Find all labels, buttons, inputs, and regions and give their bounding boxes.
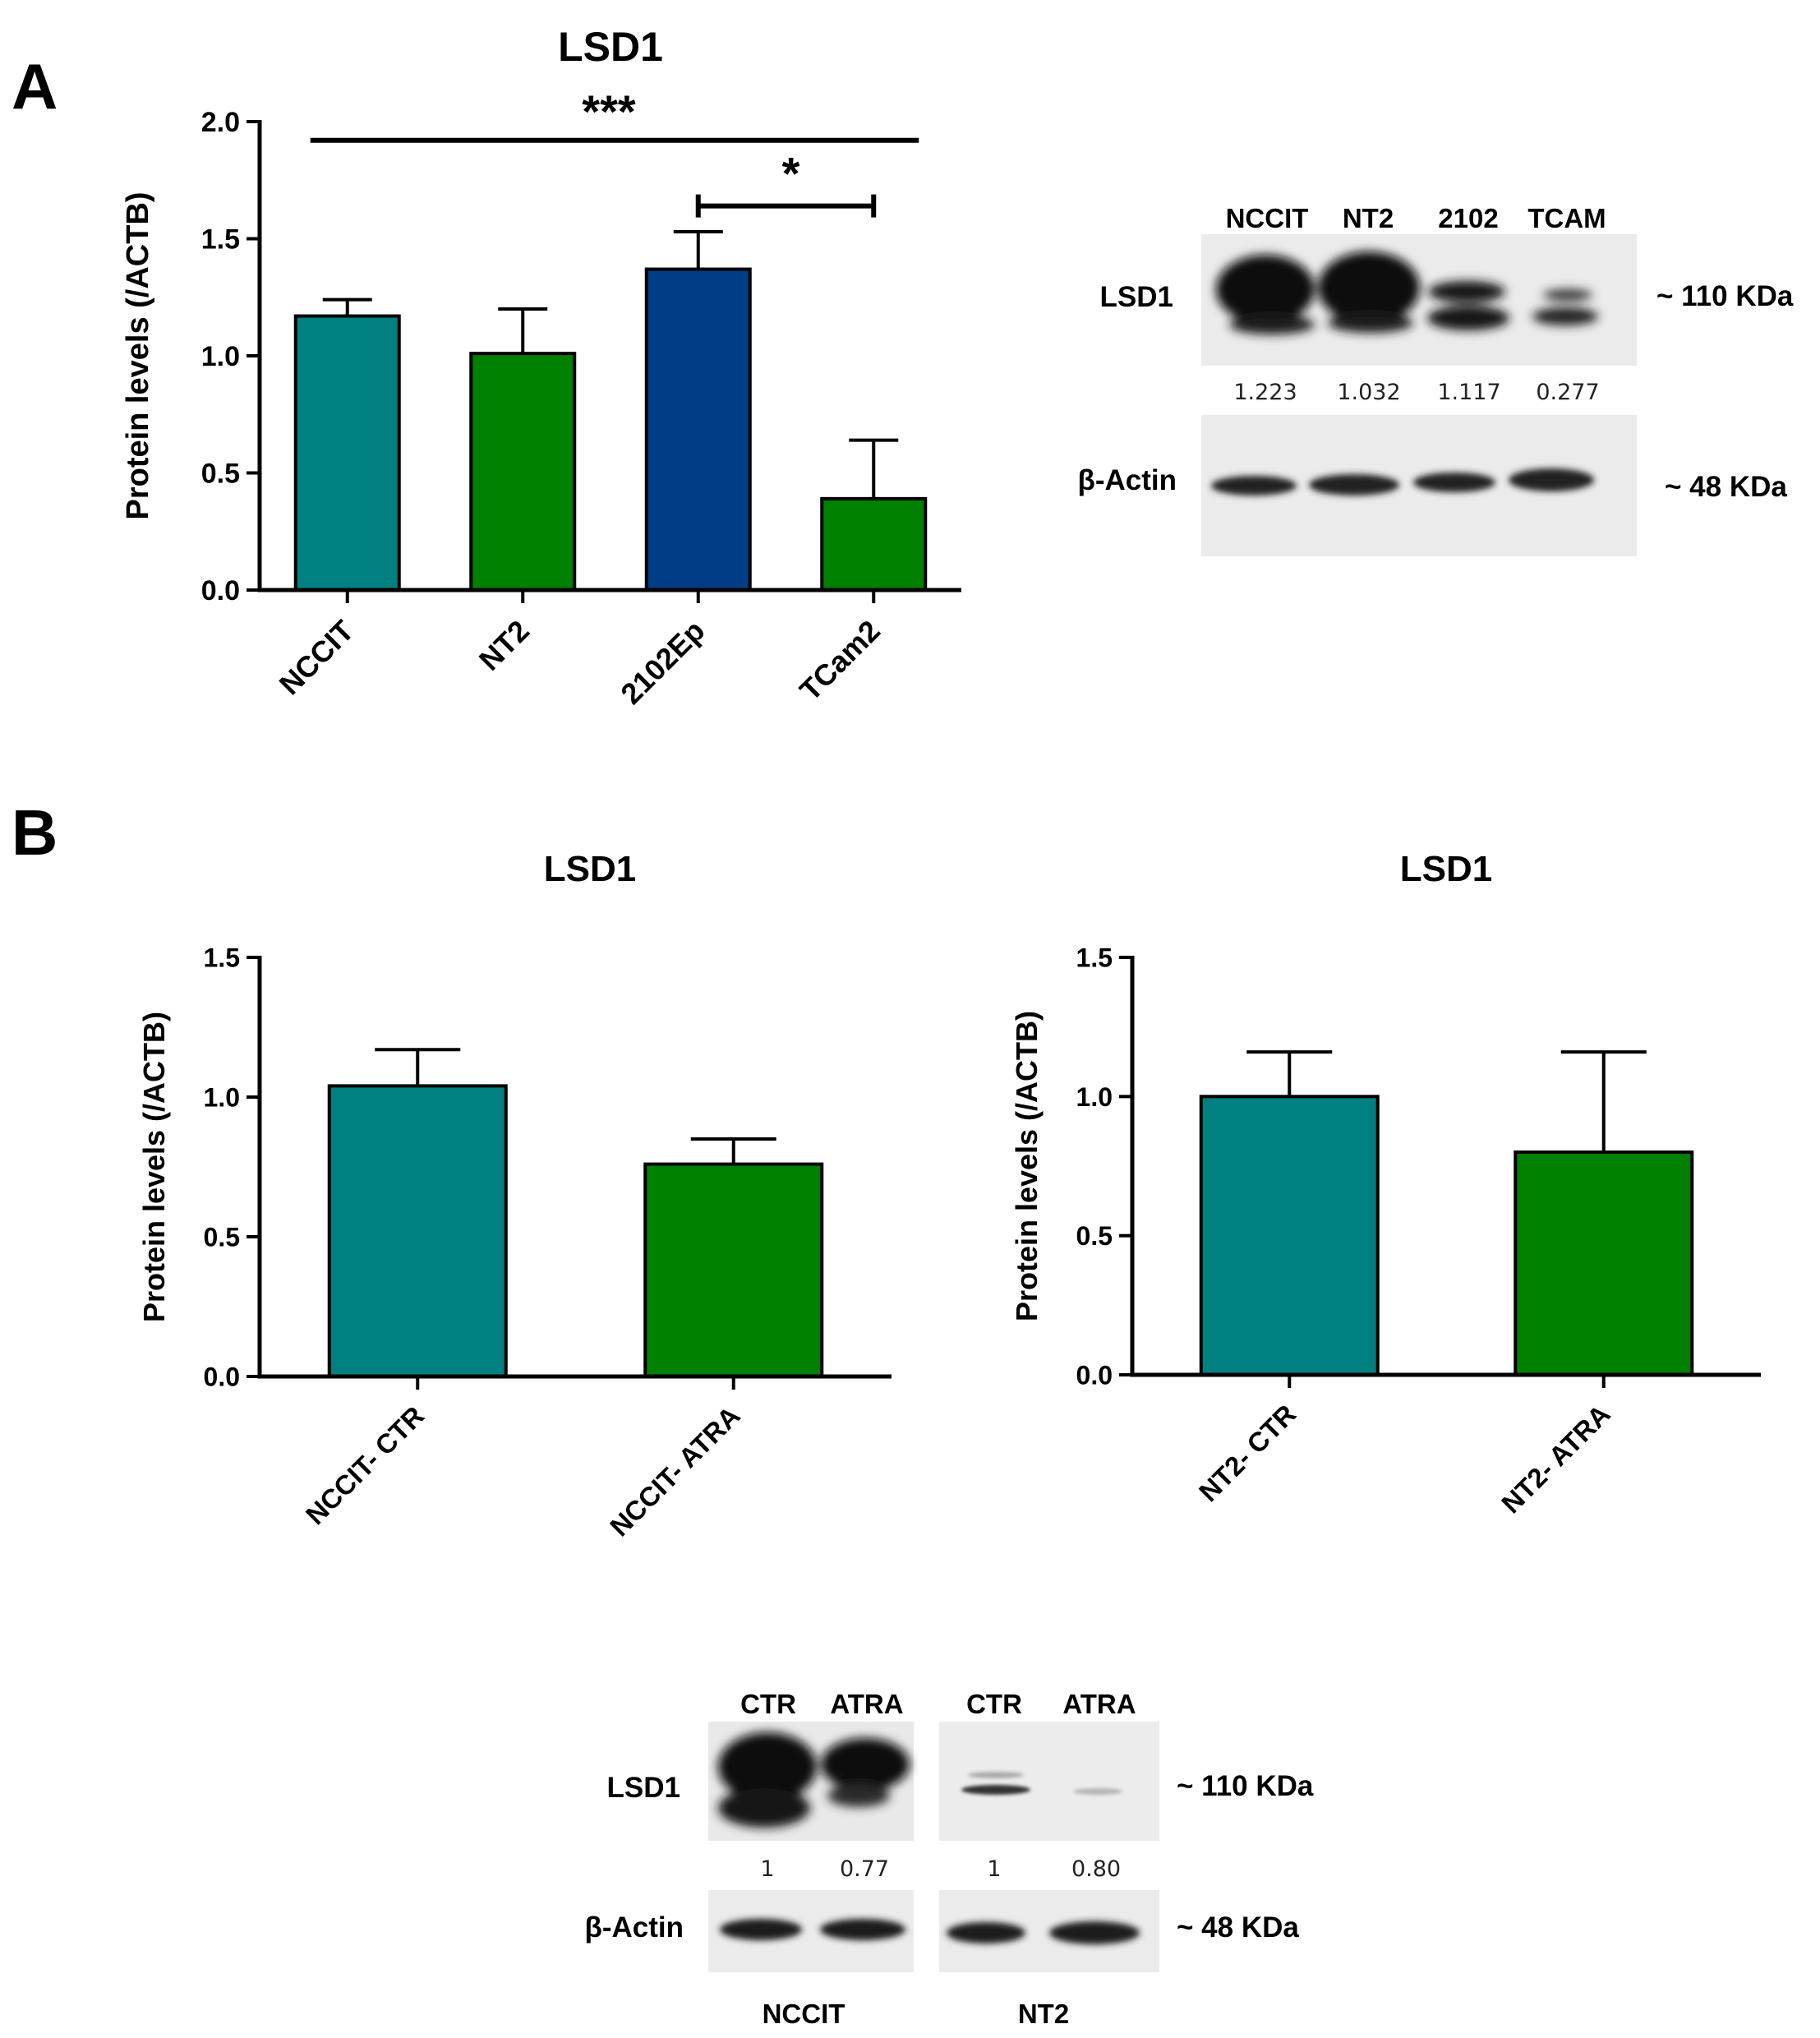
blot-b-quant-value: 1 (760, 1856, 774, 1882)
bar (643, 1162, 824, 1378)
y-tick-label: 1.0 (201, 341, 240, 372)
x-tick-label: NCCIT (273, 614, 361, 702)
blot-b-lsd1-bands (718, 1732, 910, 1828)
x-tick-label: NT2- ATRA (1495, 1399, 1616, 1519)
blot-a-target-label: LSD1 (1100, 281, 1173, 313)
blot-b-quant-value: 0.80 (1071, 1856, 1121, 1882)
blot-b-lsd1-bands-nt2 (961, 1772, 1122, 1795)
x-tick-label: TCam2 (793, 614, 887, 708)
y-tick-label: 0.0 (201, 575, 240, 606)
western-blot-b: CTR ATRA CTR ATRA LSD1 ~ 110 KDa 1 0.77 … (584, 1689, 1313, 2029)
y-tick-label: 0.0 (204, 1363, 240, 1392)
blot-b-lane-label: ATRA (1062, 1689, 1136, 1719)
blot-a-control-label: β-Actin (1077, 464, 1177, 496)
bar (327, 1084, 508, 1379)
chart-title: LSD1 (544, 849, 636, 889)
panel-label-a: A (12, 50, 58, 122)
y-tick-label: 1.5 (204, 943, 240, 973)
chart-title: LSD1 (1400, 849, 1492, 889)
x-tick-label: NT2- CTR (1193, 1399, 1302, 1508)
x-tick-label: NCCIT- ATRA (604, 1400, 746, 1542)
bar (1199, 1095, 1380, 1377)
bar (293, 314, 401, 592)
y-tick-label: 0.0 (1076, 1361, 1113, 1390)
blot-a-actin-bands (1211, 468, 1594, 496)
y-axis-label: Protein levels (/ACTB) (137, 1012, 171, 1322)
bar (1514, 1150, 1694, 1376)
blot-a-target-size: ~ 110 KDa (1656, 280, 1794, 312)
chart-a-lsd1-by-cell-line: LSD1 Protein levels (/ACTB) 0.0 0.5 1.0 1.5 2.… (121, 24, 961, 711)
blot-a-control-size: ~ 48 KDa (1665, 471, 1787, 503)
y-tick-label: 0.5 (204, 1223, 240, 1252)
y-axis-label: Protein levels (/ACTB) (1010, 1011, 1044, 1321)
y-tick-label: 1.0 (204, 1083, 240, 1113)
y-axis-label: Protein levels (/ACTB) (121, 191, 155, 519)
blot-a-quant-value: 0.277 (1536, 380, 1599, 405)
blot-a-quant-value: 1.223 (1233, 380, 1297, 405)
chart-b-nccit: LSD1 Protein levels (/ACTB) 0.0 0.5 1.0 1.5 NC… (137, 849, 892, 1542)
y-tick-label: 1.0 (1076, 1082, 1113, 1112)
blot-b-lane-label: CTR (966, 1689, 1022, 1719)
western-blot-a: NCCIT NT2 2102 TCAM LSD1 ~ 110 KDa 1.223… (1077, 203, 1794, 556)
blot-b-lsd1-membrane-nt2 (939, 1722, 1159, 1841)
blot-b-control-size: ~ 48 KDa (1177, 1911, 1299, 1943)
y-tick-label: 0.5 (201, 459, 240, 490)
blot-a-lsd1-bands (1216, 251, 1598, 334)
x-tick-label: 2102Ep (614, 614, 711, 711)
panel-label-b: B (12, 796, 58, 869)
blot-b-control-label: β-Actin (584, 1911, 684, 1943)
blot-b-group-label: NT2 (1018, 1999, 1069, 2029)
blot-a-lane-label: NT2 (1343, 203, 1394, 233)
blot-a-quant-value: 1.117 (1437, 380, 1500, 405)
blot-a-lane-label: NCCIT (1226, 203, 1309, 233)
y-tick-label: 2.0 (201, 107, 240, 138)
blot-b-group-label: NCCIT (763, 1999, 845, 2029)
blot-b-lane-label: CTR (740, 1689, 796, 1719)
blot-b-target-label: LSD1 (607, 1772, 680, 1804)
x-tick-label: NCCIT- CTR (300, 1400, 430, 1530)
blot-b-quant-value: 0.77 (840, 1856, 889, 1882)
blot-a-lane-label: TCAM (1527, 203, 1606, 233)
blot-b-lane-label: ATRA (830, 1689, 903, 1719)
chart-title: LSD1 (558, 24, 663, 70)
bar (469, 352, 577, 592)
y-tick-label: 0.5 (1076, 1221, 1113, 1251)
bar (644, 267, 752, 592)
significance-label: * (782, 148, 800, 200)
blot-b-target-size: ~ 110 KDa (1177, 1770, 1314, 1802)
blot-a-lane-label: 2102 (1438, 203, 1498, 233)
y-tick-label: 1.5 (201, 224, 240, 256)
y-tick-label: 1.5 (1076, 943, 1113, 973)
blot-b-actin-bands (720, 1919, 1140, 1944)
blot-b-quant-value: 1 (987, 1856, 1001, 1882)
x-tick-label: NT2 (472, 614, 536, 677)
blot-a-quant-value: 1.032 (1337, 380, 1400, 405)
chart-b-nt2: LSD1 Protein levels (/ACTB) 0.0 0.5 1.0 1.5 NT… (1010, 849, 1761, 1519)
significance-label: *** (582, 85, 636, 137)
bar (820, 496, 928, 592)
